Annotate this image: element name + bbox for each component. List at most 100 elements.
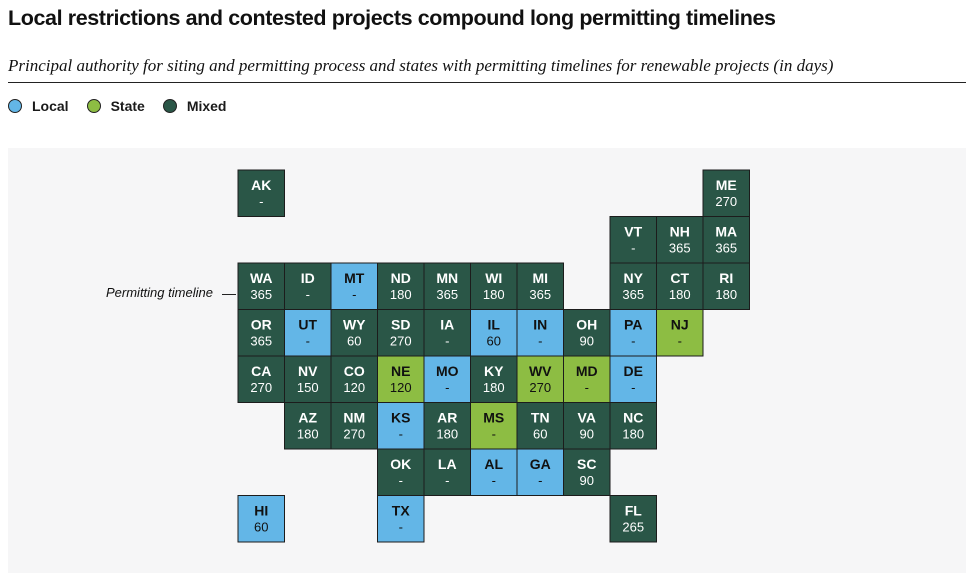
state-tile-fill — [470, 448, 518, 496]
state-days-label: - — [492, 473, 496, 488]
state-days-label: - — [631, 241, 635, 256]
state-abbr-label: CA — [251, 363, 271, 379]
state-abbr-label: SC — [577, 456, 596, 472]
state-days-label: - — [492, 427, 496, 442]
state-tile-ok: OK- — [377, 448, 425, 496]
state-days-label: 180 — [622, 427, 644, 442]
state-days-label: 365 — [436, 287, 458, 302]
state-abbr-label: AL — [484, 456, 503, 472]
state-days-label: 90 — [580, 427, 594, 442]
state-tile-ms: MS- — [470, 402, 518, 450]
state-tile-fill — [609, 402, 657, 450]
state-tile-md: MD- — [563, 355, 611, 403]
state-tile-fill — [516, 402, 564, 450]
state-tile-fill — [609, 262, 657, 310]
state-tile-fill — [656, 309, 704, 357]
state-days-label: - — [678, 334, 682, 349]
state-tile-fill — [423, 402, 471, 450]
state-days-label: 365 — [715, 241, 737, 256]
state-abbr-label: WA — [250, 270, 273, 286]
state-abbr-label: IA — [440, 317, 454, 333]
state-abbr-label: MN — [436, 270, 458, 286]
state-tile-fill — [609, 495, 657, 543]
state-abbr-label: NE — [391, 363, 410, 379]
state-abbr-label: NH — [670, 224, 690, 240]
state-abbr-label: CO — [344, 363, 365, 379]
state-abbr-label: UT — [298, 317, 317, 333]
state-abbr-label: DE — [624, 363, 643, 379]
state-tile-nj: NJ- — [656, 309, 704, 357]
state-tile-fill — [563, 355, 611, 403]
state-days-label: - — [631, 380, 635, 395]
state-days-label: - — [445, 380, 449, 395]
state-days-label: 265 — [622, 520, 644, 535]
state-tile-fill — [330, 262, 378, 310]
state-days-label: - — [538, 473, 542, 488]
state-days-label: - — [306, 334, 310, 349]
state-abbr-label: VT — [624, 224, 642, 240]
state-tile-fill — [609, 216, 657, 264]
state-abbr-label: MI — [532, 270, 548, 286]
state-tile-fill — [330, 309, 378, 357]
state-abbr-label: TX — [392, 503, 411, 519]
state-tile-vt: VT- — [609, 216, 657, 264]
state-days-label: 270 — [390, 334, 412, 349]
legend-item-state: State — [86, 98, 145, 114]
permitting-timeline-annotation: Permitting timeline — [106, 285, 213, 300]
state-days-label: 180 — [297, 427, 319, 442]
state-days-label: 60 — [347, 334, 361, 349]
state-tile-ak: AK- — [237, 169, 285, 217]
title-divider — [8, 82, 966, 83]
state-tile-mo: MO- — [423, 355, 471, 403]
state-abbr-label: OK — [390, 456, 411, 472]
state-tile-tx: TX- — [377, 495, 425, 543]
annotation-leader-line — [222, 294, 236, 295]
state-abbr-label: HI — [254, 503, 268, 519]
state-tile-de: DE- — [609, 355, 657, 403]
legend-label-mixed: Mixed — [186, 98, 227, 114]
state-days-label: - — [445, 334, 449, 349]
legend-label-local: Local — [32, 98, 69, 114]
state-days-label: 180 — [436, 427, 458, 442]
state-tile-pa: PA- — [609, 309, 657, 357]
state-abbr-label: CT — [670, 270, 689, 286]
state-days-label: 90 — [580, 334, 594, 349]
state-days-label: 270 — [529, 380, 551, 395]
state-abbr-label: WY — [343, 317, 366, 333]
state-abbr-label: LA — [438, 456, 457, 472]
state-abbr-label: WV — [529, 363, 552, 379]
state-days-label: 60 — [533, 427, 547, 442]
state-tile-ut: UT- — [284, 309, 332, 357]
state-tile-fill — [237, 262, 285, 310]
legend-swatch-mixed — [162, 99, 177, 113]
state-days-label: 60 — [254, 520, 268, 535]
state-tile-fill — [609, 309, 657, 357]
state-days-label: 365 — [250, 287, 272, 302]
state-days-label: 180 — [669, 287, 691, 302]
state-abbr-label: IN — [533, 317, 547, 333]
state-days-label: 365 — [669, 241, 691, 256]
state-tile-la: LA- — [423, 448, 471, 496]
state-abbr-label: VA — [578, 410, 596, 426]
state-tile-fill — [423, 262, 471, 310]
